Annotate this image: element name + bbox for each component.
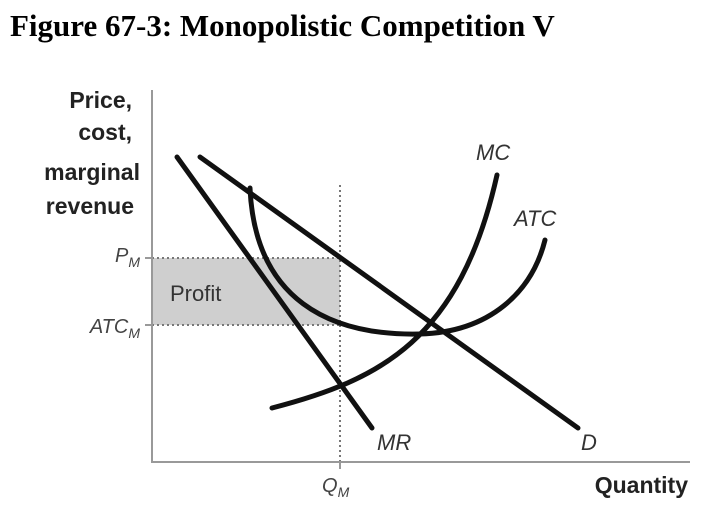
tick-sub: M xyxy=(128,254,140,270)
figure-title: Figure 67-3: Monopolistic Competition V xyxy=(10,8,555,43)
mc-label: MC xyxy=(476,140,510,165)
atc-tick: ATCM xyxy=(89,316,141,341)
mr-label: MR xyxy=(377,430,411,455)
atc-curve xyxy=(247,185,548,337)
tick-main: P xyxy=(115,245,129,267)
tick-sub: M xyxy=(338,484,350,500)
y-axis-label: Price, cost, marginal revenue xyxy=(44,87,140,219)
y-axis-label-line: revenue xyxy=(46,193,134,219)
profit-label: Profit xyxy=(170,281,221,306)
profit-region xyxy=(152,258,340,325)
axes xyxy=(151,90,690,463)
atc-label: ATC xyxy=(512,206,556,231)
tick-main: Q xyxy=(322,475,338,497)
y-axis-label-line: marginal xyxy=(44,159,140,185)
tick-main: ATC xyxy=(89,316,129,338)
demand-curve xyxy=(197,154,581,431)
y-axis-label-line: Price, xyxy=(69,87,132,113)
d-label: D xyxy=(581,430,597,455)
mr-curve xyxy=(174,154,375,431)
tick-sub: M xyxy=(128,325,140,341)
guide-lines xyxy=(152,185,341,462)
tick-marks xyxy=(145,257,341,469)
x-axis-label: Quantity xyxy=(595,472,688,498)
price-tick: PM xyxy=(115,245,140,270)
y-axis-label-line: cost, xyxy=(78,119,132,145)
mc-curve xyxy=(269,172,500,411)
quantity-tick: QM xyxy=(322,475,350,500)
